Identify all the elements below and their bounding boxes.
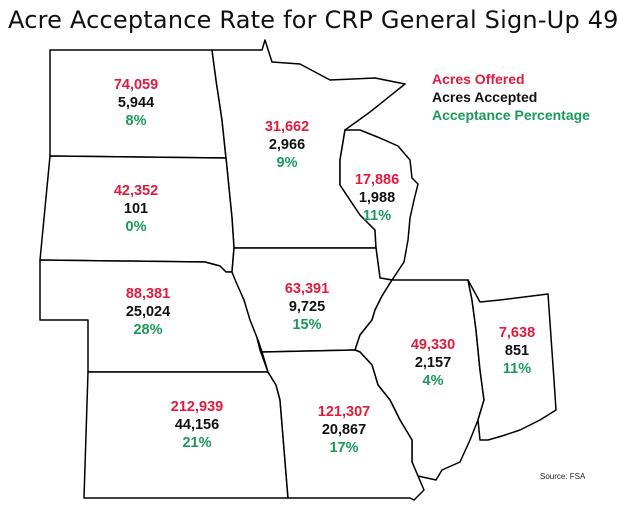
label-south-dakota: 42,352 101 0% (91, 182, 181, 236)
minnesota-accepted: 2,966 (268, 137, 306, 153)
label-nebraska: 88,381 25,024 28% (103, 285, 193, 339)
label-iowa: 63,391 9,725 15% (262, 280, 352, 334)
nebraska-offered: 88,381 (125, 286, 171, 302)
south-dakota-offered: 42,352 (113, 183, 159, 199)
indiana-offered: 7,638 (498, 325, 536, 341)
label-illinois: 49,330 2,157 4% (388, 336, 478, 390)
label-indiana: 7,638 851 11% (472, 324, 562, 378)
state-wisconsin (339, 129, 419, 281)
south-dakota-accepted: 101 (123, 201, 149, 217)
label-missouri: 121,307 20,867 17% (299, 403, 389, 457)
source-note: Source: FSA (540, 472, 586, 481)
missouri-offered: 121,307 (317, 404, 371, 420)
indiana-percentage: 11% (502, 361, 532, 377)
map-title: Acre Acceptance Rate for CRP General Sig… (8, 6, 619, 34)
legend-acceptance-percentage: Acceptance Percentage (432, 107, 590, 123)
illinois-percentage: 4% (422, 373, 444, 389)
minnesota-offered: 31,662 (264, 119, 310, 135)
label-north-dakota: 74,059 5,944 8% (91, 76, 181, 130)
label-kansas: 212,939 44,156 21% (152, 398, 242, 452)
north-dakota-offered: 74,059 (113, 77, 159, 93)
kansas-percentage: 21% (182, 435, 212, 451)
north-dakota-percentage: 8% (125, 113, 147, 129)
wisconsin-offered: 17,886 (354, 172, 400, 188)
state-indiana (467, 279, 557, 441)
wisconsin-accepted: 1,988 (358, 190, 396, 206)
minnesota-percentage: 9% (276, 155, 298, 171)
missouri-accepted: 20,867 (321, 422, 367, 438)
iowa-accepted: 9,725 (288, 299, 326, 315)
kansas-offered: 212,939 (170, 399, 224, 415)
illinois-accepted: 2,157 (414, 355, 452, 371)
iowa-percentage: 15% (292, 317, 322, 333)
wisconsin-percentage: 11% (362, 208, 392, 224)
state-missouri (261, 349, 425, 501)
south-dakota-percentage: 0% (125, 219, 147, 235)
north-dakota-accepted: 5,944 (117, 95, 155, 111)
label-wisconsin: 17,886 1,988 11% (332, 171, 422, 225)
nebraska-percentage: 28% (133, 322, 163, 338)
legend-acres-accepted: Acres Accepted (432, 89, 538, 105)
legend-acres-offered: Acres Offered (432, 71, 525, 87)
iowa-offered: 63,391 (284, 281, 330, 297)
illinois-offered: 49,330 (410, 337, 456, 353)
legend: Acres Offered Acres Accepted Acceptance … (432, 70, 590, 124)
kansas-accepted: 44,156 (174, 417, 220, 433)
nebraska-accepted: 25,024 (125, 304, 171, 320)
missouri-percentage: 17% (329, 440, 359, 456)
indiana-accepted: 851 (504, 343, 530, 359)
label-minnesota: 31,662 2,966 9% (242, 118, 332, 172)
